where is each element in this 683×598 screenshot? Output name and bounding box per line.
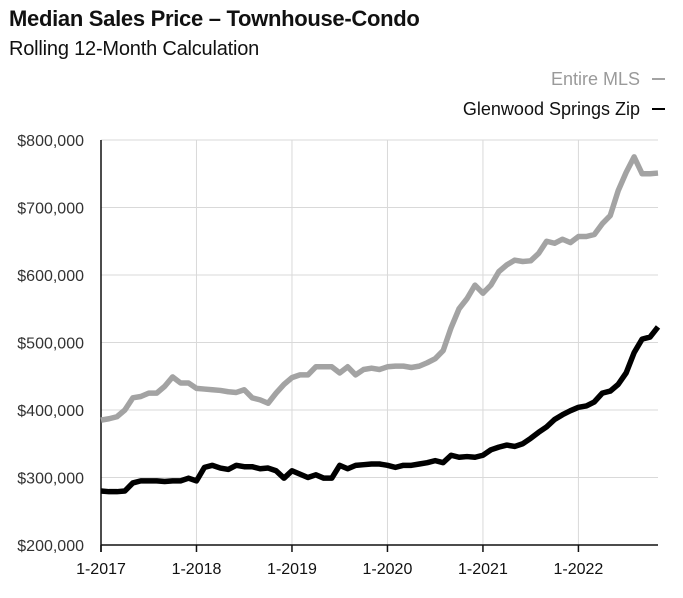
series-line-entire-mls: [100, 154, 659, 423]
y-tick-label: $200,000: [17, 538, 84, 555]
legend-label-glenwood-springs: Glenwood Springs Zip: [462, 99, 640, 119]
y-tick-label: $300,000: [17, 471, 84, 488]
x-tick-label: 1-2020: [363, 561, 413, 578]
chart-title: Median Sales Price – Townhouse-Condo: [9, 6, 420, 31]
chart-subtitle: Rolling 12-Month Calculation: [9, 38, 260, 60]
legend-label-entire-mls: Entire MLS: [550, 69, 640, 89]
x-tick-label: 1-2022: [554, 561, 604, 578]
y-tick-label: $800,000: [17, 133, 84, 150]
x-tick-label: 1-2021: [458, 561, 508, 578]
legend-line-entire-mls-icon: [652, 78, 665, 80]
y-tick-label: $400,000: [17, 403, 84, 420]
y-tick-label: $500,000: [17, 336, 84, 353]
series-layer: [100, 154, 661, 495]
y-tick-label: $700,000: [17, 201, 84, 218]
label-layer: $200,000 $300,000 $400,000 $500,000 $600,000…: [17, 133, 603, 578]
x-tick-label: 1-2019: [267, 561, 317, 578]
x-tick-label: 1-2018: [172, 561, 222, 578]
axis-layer: [100, 140, 658, 552]
legend: Entire MLS Glenwood Springs Zip: [463, 64, 665, 124]
y-tick-label: $600,000: [17, 268, 84, 285]
legend-item-glenwood-springs: Glenwood Springs Zip: [463, 94, 665, 124]
grid-layer: [101, 139, 658, 545]
legend-line-glenwood-springs-icon: [652, 108, 665, 110]
x-tick-label: 1-2017: [76, 561, 126, 578]
legend-item-entire-mls: Entire MLS: [463, 64, 665, 94]
series-line-glenwood-springs: [100, 325, 661, 495]
